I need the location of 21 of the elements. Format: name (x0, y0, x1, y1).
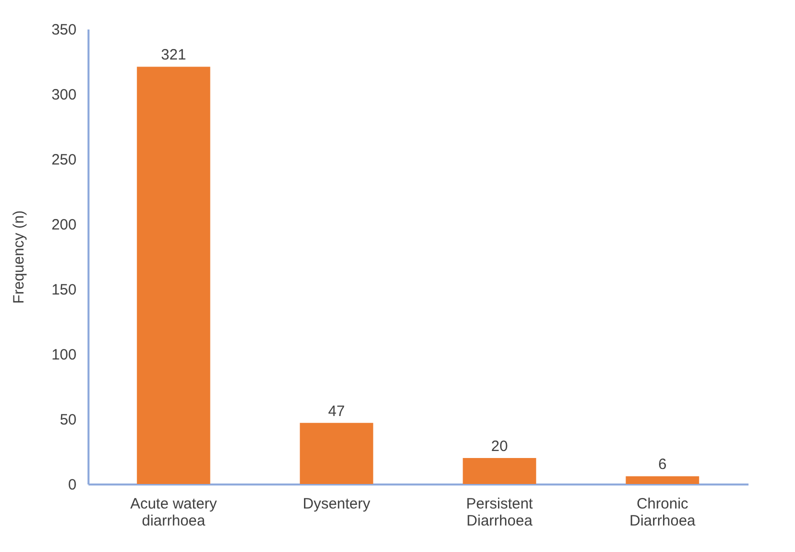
data-label: 20 (491, 438, 508, 455)
data-label: 321 (161, 46, 186, 64)
y-axis-title: Frequency (n) (10, 210, 28, 304)
bar (136, 66, 210, 484)
data-label: 6 (658, 456, 667, 474)
bar (300, 422, 374, 484)
y-tick-label: 150 (51, 282, 76, 298)
y-tick-label: 200 (51, 216, 76, 234)
bar (462, 458, 536, 484)
x-tick-label: Persistent Diarrhoea (466, 496, 534, 530)
bar (626, 476, 700, 484)
x-tick-label: Chronic Diarrhoea (630, 496, 696, 530)
y-tick-label: 250 (51, 152, 76, 168)
y-tick-label: 350 (51, 22, 76, 38)
data-label: 47 (328, 402, 345, 420)
y-tick-label: 300 (51, 86, 76, 104)
x-tick-label: Acute watery diarrhoea (130, 496, 218, 530)
y-tick-label: 0 (68, 476, 76, 494)
x-tick-label: Dysentery (302, 496, 371, 512)
y-tick-label: 100 (51, 346, 76, 364)
y-tick-label: 50 (60, 412, 76, 428)
